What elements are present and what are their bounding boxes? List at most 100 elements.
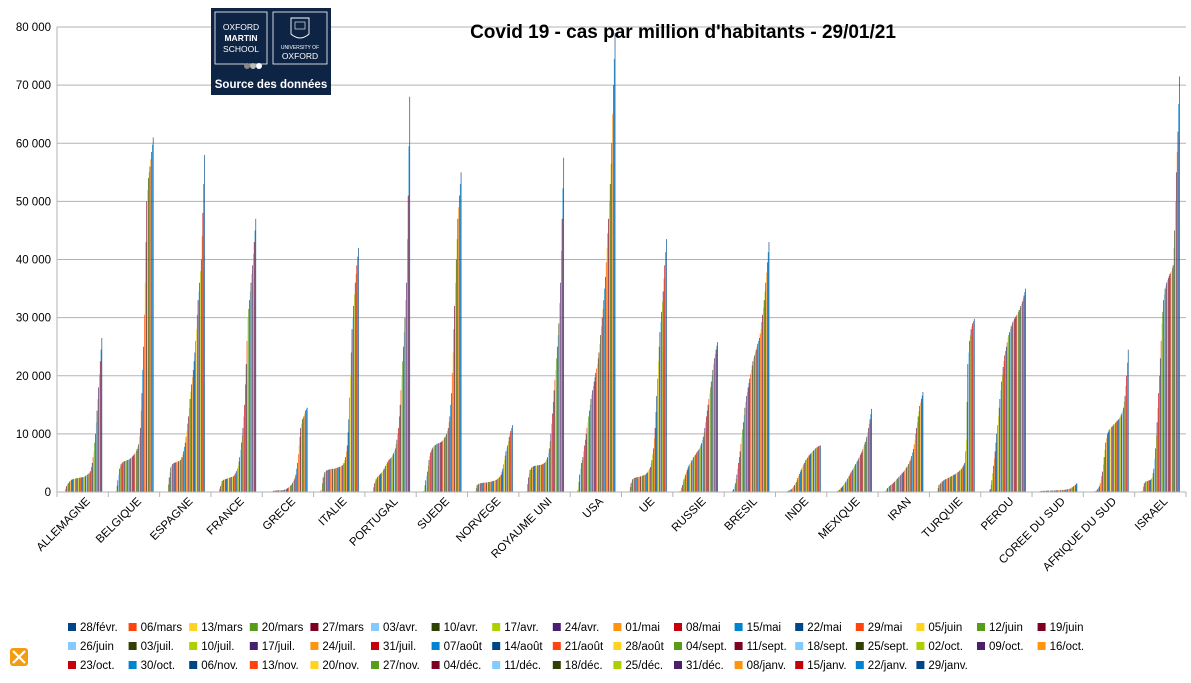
legend-swatch — [552, 642, 561, 650]
bar — [1152, 473, 1154, 492]
bar — [759, 337, 760, 492]
bar — [351, 329, 353, 492]
bar — [334, 468, 336, 492]
bar — [139, 436, 140, 492]
bar — [550, 433, 552, 493]
bar — [1052, 490, 1054, 492]
bar — [198, 291, 200, 492]
bar — [863, 446, 864, 492]
legend-label: 28/févr. — [80, 622, 118, 634]
bar — [961, 468, 962, 492]
bar — [839, 489, 840, 492]
bar — [752, 361, 754, 492]
oxford-martin-logo[interactable]: OXFORD MARTIN SCHOOL UNIVERSITY OF OXFOR… — [211, 8, 331, 95]
bar — [251, 274, 253, 492]
bar — [655, 412, 657, 492]
bar — [532, 467, 533, 492]
bar-group — [884, 392, 924, 493]
bar — [543, 463, 544, 492]
bar — [1168, 276, 1170, 492]
bar — [188, 416, 189, 492]
bar — [297, 462, 298, 492]
bar — [842, 486, 844, 492]
bar — [1145, 481, 1147, 492]
bar — [397, 433, 399, 493]
bar — [539, 464, 540, 492]
bar — [386, 464, 387, 492]
bar — [382, 471, 383, 492]
bar — [817, 446, 819, 492]
bar — [694, 454, 696, 492]
bar — [481, 482, 483, 492]
bar — [394, 450, 395, 492]
bar — [403, 346, 404, 492]
bar — [390, 458, 391, 492]
bar — [121, 463, 123, 492]
bar — [190, 391, 192, 492]
bar — [666, 239, 667, 492]
bar — [381, 472, 382, 492]
bar — [502, 468, 504, 492]
bar — [660, 321, 662, 492]
bar — [600, 335, 601, 492]
bar — [180, 458, 182, 492]
bar — [131, 456, 133, 492]
bar — [948, 477, 949, 492]
bar — [646, 472, 648, 492]
bar — [458, 207, 459, 492]
bar — [1060, 490, 1062, 492]
legend-label: 14/août — [504, 641, 543, 653]
legend-swatch — [916, 642, 925, 650]
bar — [645, 474, 646, 492]
bar — [125, 460, 127, 492]
bar — [755, 349, 757, 492]
bar — [493, 480, 495, 492]
bar — [169, 472, 171, 492]
bar — [899, 476, 900, 492]
bar — [486, 482, 488, 492]
bar — [837, 490, 839, 492]
bar — [802, 466, 803, 492]
bar — [96, 410, 98, 493]
bar — [321, 489, 322, 492]
bar — [100, 349, 102, 492]
legend-label: 01/mai — [625, 622, 660, 634]
bar — [444, 436, 446, 492]
bar — [500, 475, 501, 492]
bar — [697, 451, 698, 492]
bar — [753, 358, 755, 492]
bar — [484, 482, 486, 492]
bar — [273, 490, 274, 492]
bar — [254, 230, 256, 492]
bar — [501, 471, 503, 492]
bar — [885, 490, 887, 492]
bar — [796, 480, 798, 492]
bar — [584, 445, 585, 492]
bar — [865, 439, 867, 492]
bar — [229, 477, 231, 492]
bar — [916, 422, 918, 492]
bar — [563, 157, 565, 492]
bar — [297, 454, 299, 492]
bar — [579, 474, 581, 492]
legend-swatch — [734, 642, 743, 650]
bar — [1014, 318, 1015, 492]
bar — [887, 487, 888, 492]
bar — [1108, 430, 1110, 492]
legend-label: 17/avr. — [504, 622, 539, 634]
bar — [479, 483, 481, 492]
bar — [970, 329, 972, 492]
bar — [1018, 311, 1019, 492]
legend-swatch — [795, 642, 804, 650]
bar — [94, 442, 95, 492]
bar — [541, 464, 543, 492]
bar — [399, 404, 401, 492]
bar-group — [63, 337, 103, 493]
bar — [175, 462, 176, 492]
bar — [1062, 490, 1063, 492]
bar — [66, 486, 67, 492]
bar — [355, 274, 357, 492]
bar — [869, 419, 871, 492]
bar — [388, 460, 390, 492]
bar — [324, 472, 326, 492]
